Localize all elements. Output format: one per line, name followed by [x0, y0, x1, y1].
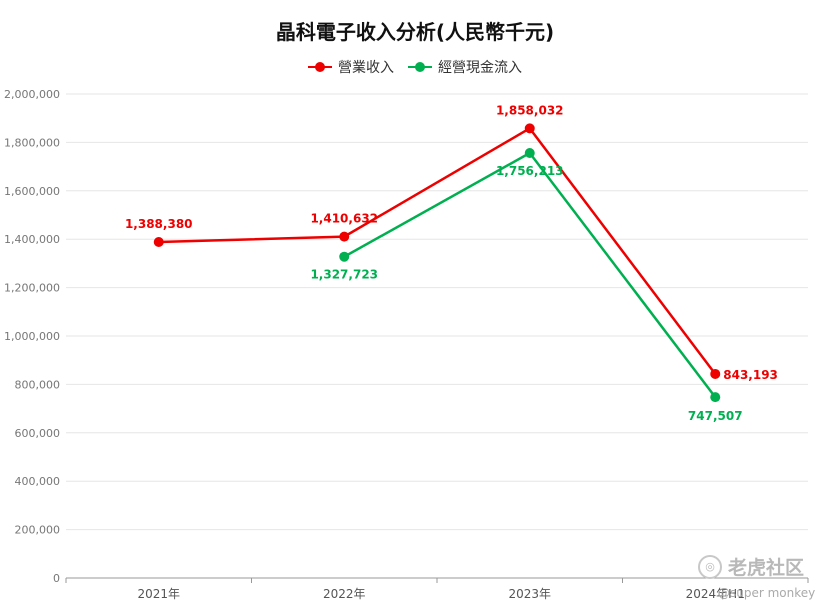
y-tick-label: 1,000,000 [4, 330, 60, 343]
chart-title: 晶科電子收入分析(人民幣千元) [275, 20, 555, 44]
x-tick-label: 2023年 [508, 587, 551, 601]
data-label: 1,410,632 [310, 212, 378, 226]
data-point [339, 251, 350, 262]
legend-swatch-revenue [308, 61, 332, 73]
x-tick-label: 2022年 [323, 587, 366, 601]
data-label: 1,756,213 [496, 164, 564, 178]
legend-label-revenue: 營業收入 [338, 60, 394, 76]
legend: 營業收入 經營現金流入 [0, 57, 830, 77]
y-tick-label: 400,000 [15, 475, 61, 488]
legend-item-cashflow[interactable]: 經營現金流入 [408, 57, 522, 77]
y-tick-label: 2,000,000 [4, 88, 60, 101]
y-tick-label: 1,800,000 [4, 136, 60, 149]
tiger-logo-icon: ◎ [698, 554, 722, 579]
y-tick-label: 0 [53, 572, 60, 585]
data-point [153, 237, 164, 248]
data-point [339, 231, 350, 242]
y-tick-label: 1,200,000 [4, 282, 60, 295]
data-label: 843,193 [723, 368, 778, 382]
legend-item-revenue[interactable]: 營業收入 [308, 57, 394, 77]
data-label: 1,858,032 [496, 103, 564, 117]
legend-label-cashflow: 經營現金流入 [438, 60, 522, 76]
data-label: 1,327,723 [310, 268, 378, 282]
legend-swatch-cashflow [408, 61, 432, 73]
y-tick-label: 1,600,000 [4, 185, 60, 198]
watermark-sub: @super monkey [718, 586, 816, 600]
x-tick-label: 2024年H1 [686, 587, 745, 601]
watermark-text: 老虎社区 [728, 557, 805, 579]
data-label: 747,507 [688, 409, 743, 423]
x-tick-label: 2021年 [137, 587, 180, 601]
data-point [524, 147, 535, 158]
y-tick-label: 600,000 [15, 427, 61, 440]
y-tick-label: 800,000 [15, 378, 61, 391]
data-point [710, 392, 721, 403]
data-point [524, 123, 535, 134]
series-line-0 [158, 127, 717, 375]
data-point [710, 368, 721, 379]
series-line-1 [343, 151, 717, 398]
y-tick-label: 1,400,000 [4, 233, 60, 246]
data-label: 1,388,380 [125, 217, 193, 231]
watermark: ◎ 老虎社区 [698, 553, 804, 580]
y-tick-label: 200,000 [15, 524, 61, 537]
